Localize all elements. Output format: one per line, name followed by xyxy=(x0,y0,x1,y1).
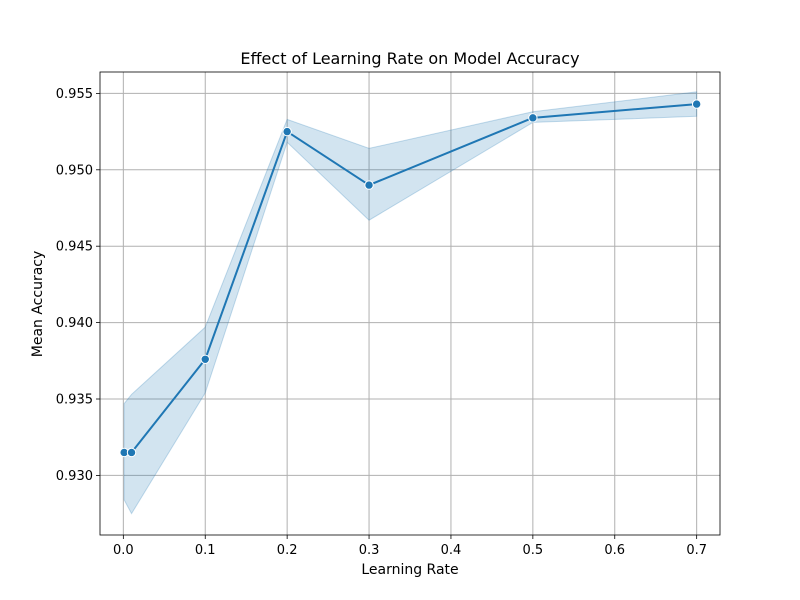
x-tick-label: 0.4 xyxy=(441,543,462,558)
y-tick-label: 0.945 xyxy=(56,240,93,255)
x-tick-label: 0.0 xyxy=(113,543,134,558)
data-point xyxy=(126,447,137,458)
x-tick-label: 0.5 xyxy=(523,543,544,558)
data-point xyxy=(364,180,374,190)
data-point xyxy=(691,99,702,109)
y-axis-ticks: 0.930 0.935 0.940 0.945 0.950 0.955 xyxy=(56,87,100,484)
x-tick-label: 0.2 xyxy=(277,543,298,558)
y-tick-label: 0.930 xyxy=(56,469,93,484)
data-point xyxy=(200,354,210,364)
chart-title: Effect of Learning Rate on Model Accurac… xyxy=(240,49,579,68)
x-axis-ticks: 0.0 0.1 0.2 0.3 0.4 0.5 0.6 0.7 xyxy=(113,535,707,558)
x-tick-label: 0.7 xyxy=(686,543,707,558)
data-point xyxy=(528,113,538,123)
y-tick-label: 0.955 xyxy=(56,87,93,102)
x-tick-label: 0.1 xyxy=(195,543,216,558)
confidence-band xyxy=(123,91,698,515)
x-tick-label: 0.3 xyxy=(359,543,380,558)
y-tick-label: 0.950 xyxy=(56,163,93,178)
y-tick-label: 0.935 xyxy=(56,393,93,408)
x-axis-label: Learning Rate xyxy=(361,562,458,578)
y-axis-label: Mean Accuracy xyxy=(30,251,46,358)
plot-frame xyxy=(99,71,721,536)
series-markers xyxy=(119,99,702,458)
confidence-band-layer xyxy=(123,91,698,515)
data-point xyxy=(282,126,292,137)
grid-lines xyxy=(100,72,720,535)
x-tick-label: 0.6 xyxy=(604,543,625,558)
y-tick-label: 0.940 xyxy=(56,316,93,331)
